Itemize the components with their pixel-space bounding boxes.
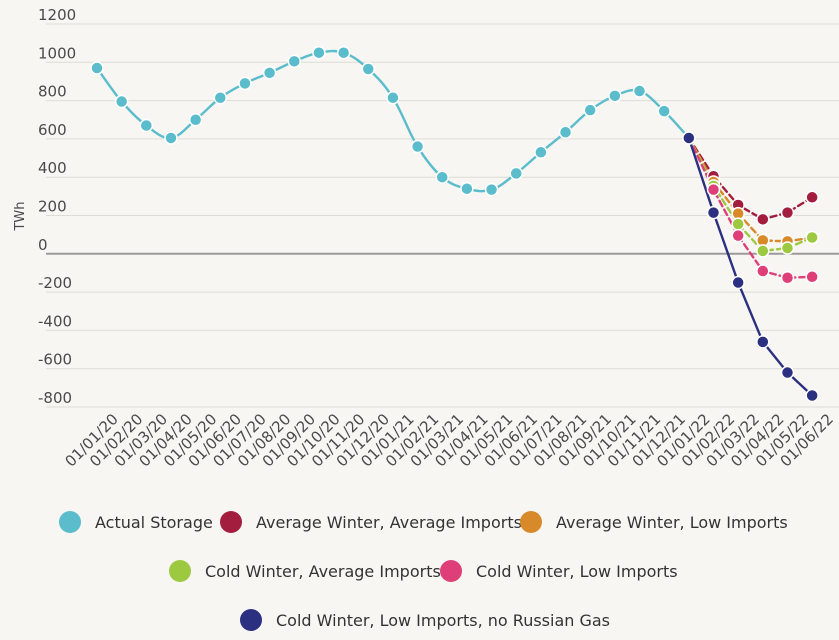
legend-marker (440, 560, 462, 582)
data-point (583, 103, 597, 117)
data-point (706, 182, 721, 197)
y-tick-label: 800 (38, 83, 67, 101)
y-tick-label: 400 (38, 159, 67, 177)
data-point (731, 275, 745, 290)
y-tick-label: 0 (38, 236, 48, 254)
data-point (139, 118, 154, 133)
data-point (780, 205, 795, 220)
data-point (731, 217, 745, 231)
legend-marker (169, 560, 191, 582)
y-axis-label: TWh (13, 201, 28, 231)
y-tick-label: 200 (38, 198, 67, 216)
data-point (756, 264, 770, 278)
legend-marker (240, 609, 262, 631)
data-point (756, 212, 770, 227)
data-point (780, 241, 795, 255)
data-point (460, 181, 474, 196)
data-point (805, 270, 819, 284)
y-tick-label: 600 (38, 121, 67, 139)
legend-label: Average Winter, Low Imports (556, 513, 788, 532)
data-point (534, 145, 548, 160)
data-point (312, 45, 326, 60)
y-tick-label: 1000 (38, 44, 76, 62)
y-tick-label: -800 (38, 389, 72, 407)
data-point (632, 84, 647, 98)
legend-label: Cold Winter, Low Imports, no Russian Gas (276, 611, 610, 630)
legend-label: Cold Winter, Average Imports (205, 562, 441, 581)
legend-marker (220, 511, 242, 533)
data-point (336, 45, 351, 60)
data-point (435, 170, 449, 184)
data-point (287, 54, 302, 69)
data-point (682, 131, 696, 145)
data-point (756, 244, 770, 258)
data-point (188, 113, 203, 127)
data-point (484, 182, 499, 197)
data-point (731, 228, 745, 243)
legend-marker (59, 511, 81, 533)
x-tick-labels: 01/01/2001/02/2001/03/2001/04/2001/05/20… (61, 410, 837, 470)
data-point (213, 90, 228, 105)
y-tick-label: -400 (38, 312, 72, 330)
series-line (95, 49, 691, 193)
legend-label: Cold Winter, Low Imports (476, 562, 678, 581)
data-point (558, 125, 573, 139)
data-point (114, 94, 129, 109)
y-tick-label: -200 (38, 274, 72, 292)
grid-lines (46, 23, 839, 408)
legend-label: Average Winter, Average Imports (256, 513, 522, 532)
data-point (805, 190, 819, 205)
data-point (780, 365, 795, 380)
data-point (90, 61, 104, 75)
data-point (805, 388, 819, 403)
data-point (509, 166, 523, 181)
data-point (238, 76, 252, 91)
data-point (805, 230, 819, 245)
data-point (410, 139, 425, 154)
data-point (608, 89, 622, 103)
legend-marker (520, 511, 542, 533)
legend: Actual Storage Average Winter, Average Im… (59, 511, 788, 631)
data-point (657, 104, 671, 118)
data-point (756, 335, 770, 349)
series-lines (95, 49, 814, 397)
data-point (164, 131, 178, 145)
data-point (262, 66, 277, 80)
y-tick-label: -600 (38, 351, 72, 369)
y-tick-label: 1200 (38, 6, 76, 24)
y-tick-labels: 1200 1000 800 600 400 200 0 -200 -400 -600 -800 (38, 6, 76, 407)
data-point (361, 62, 376, 76)
data-point (780, 270, 795, 285)
series-points (90, 45, 819, 403)
data-point (706, 205, 721, 220)
legend-label: Actual Storage (95, 513, 213, 532)
data-point (386, 90, 400, 105)
